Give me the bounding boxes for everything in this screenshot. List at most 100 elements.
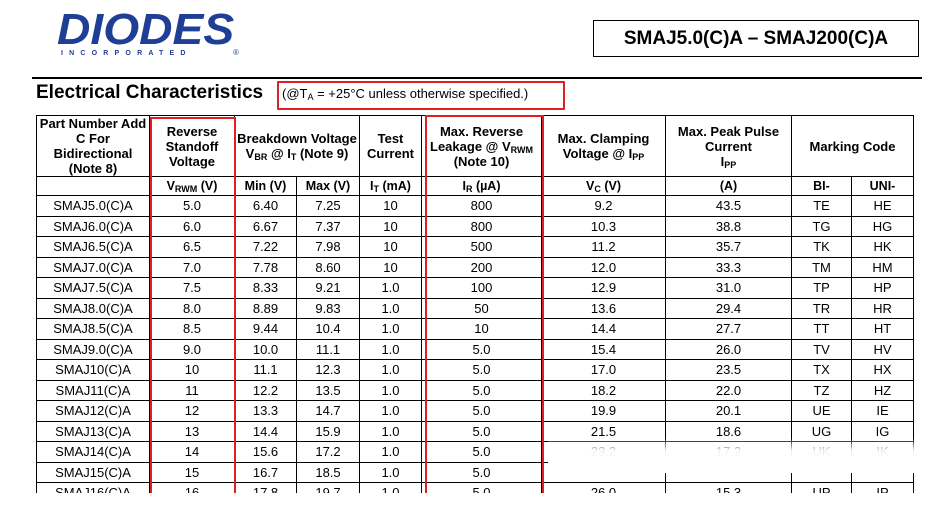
- vrwm-sub: RWM: [174, 183, 198, 194]
- cell-vc: 19.9: [541, 400, 666, 422]
- cell-part: SMAJ6.5(C)A: [36, 236, 150, 258]
- breakdown-note: (Note 9): [296, 146, 349, 161]
- vc-sym: V: [586, 178, 595, 193]
- cell-vc: 14.4: [541, 318, 666, 340]
- cell-min: 7.22: [234, 236, 297, 258]
- table-row: SMAJ5.0(C)A 5.0 6.40 7.25 10 800 9.2 43.5 TE HE: [36, 195, 914, 217]
- cell-part: SMAJ9.0(C)A: [36, 338, 150, 360]
- table-row: SMAJ9.0(C)A 9.0 10.0 11.1 1.0 5.0 15.4 26.0 TV HV: [36, 338, 914, 360]
- cell-ipp: 17.2: [665, 441, 792, 463]
- cell-part: SMAJ15(C)A: [36, 461, 150, 483]
- cell-part: SMAJ13(C)A: [36, 420, 150, 442]
- table-row: SMAJ12(C)A 12 13.3 14.7 1.0 5.0 19.9 20.1 UE IE: [36, 400, 914, 422]
- it-sub: T: [373, 183, 380, 194]
- leakage-header: Max. Reverse Leakage @ V: [430, 123, 524, 154]
- cell-max: 7.37: [296, 215, 360, 237]
- table-body: SMAJ5.0(C)A 5.0 6.40 7.25 10 800 9.2 43.5 TE HE SM…: [36, 195, 914, 504]
- cell-bi: UE: [791, 400, 852, 422]
- breakdown-v-sub: BR: [254, 152, 268, 162]
- cell-max: 8.60: [296, 256, 360, 278]
- cell-uni: HZ: [851, 379, 914, 401]
- bottom-crop: [0, 493, 942, 505]
- cell-it: 10: [359, 195, 422, 217]
- cell-vc: 23.2: [541, 441, 666, 463]
- unit-min: Min (V): [234, 176, 297, 196]
- cell-part: SMAJ6.0(C)A: [36, 215, 150, 237]
- table-row: SMAJ10(C)A 10 11.1 12.3 1.0 5.0 17.0 23.5 TX HX: [36, 359, 914, 381]
- cell-ir: 5.0: [421, 359, 542, 381]
- cell-max: 9.21: [296, 277, 360, 299]
- table-row: SMAJ11(C)A 11 12.2 13.5 1.0 5.0 18.2 22.0 TZ HZ: [36, 379, 914, 401]
- cell-ir: 10: [421, 318, 542, 340]
- part-number-note: (Note 8): [68, 161, 118, 176]
- cell-bi: TT: [791, 318, 852, 340]
- vrwm-sym: V: [166, 178, 175, 193]
- cell-bi: TX: [791, 359, 852, 381]
- col-clamping: Max. Clamping Voltage @ IPP: [541, 115, 666, 177]
- ir-sym: I: [462, 178, 466, 193]
- cell-vc: 12.0: [541, 256, 666, 278]
- cell-min: 13.3: [234, 400, 297, 422]
- electrical-characteristics-table: Part Number Add C For Bidirectional (Note…: [36, 115, 914, 504]
- cell-vrwm: 7.0: [149, 256, 235, 278]
- cell-bi: TM: [791, 256, 852, 278]
- section-title: Electrical Characteristics: [36, 82, 264, 103]
- unit-ir: IR (µA): [421, 176, 542, 196]
- cell-max: 17.2: [296, 441, 360, 463]
- table-row: SMAJ7.5(C)A 7.5 8.33 9.21 1.0 100 12.9 31.0 TP HP: [36, 277, 914, 299]
- cell-ipp: 26.0: [665, 338, 792, 360]
- cell-bi: TG: [791, 215, 852, 237]
- cell-part: SMAJ8.5(C)A: [36, 318, 150, 340]
- cell-bi: TZ: [791, 379, 852, 401]
- cell-min: 14.4: [234, 420, 297, 442]
- cell-max: 11.1: [296, 338, 360, 360]
- cell-uni: HX: [851, 359, 914, 381]
- cell-bi: TR: [791, 297, 852, 319]
- cell-vc: 17.0: [541, 359, 666, 381]
- cell-ipp: 35.7: [665, 236, 792, 258]
- cell-vrwm: 11: [149, 379, 235, 401]
- cell-uni: HP: [851, 277, 914, 299]
- test-current-header: Test Current: [367, 131, 414, 161]
- condition-highlight-frame: [277, 81, 565, 110]
- diodes-logo: DIODES INCORPORATED ®: [57, 5, 242, 60]
- cell-vc: 10.3: [541, 215, 666, 237]
- cell-it: 10: [359, 215, 422, 237]
- cell-uni: HR: [851, 297, 914, 319]
- cell-part: SMAJ8.0(C)A: [36, 297, 150, 319]
- cell-min: 6.40: [234, 195, 297, 217]
- cell-vc: 18.2: [541, 379, 666, 401]
- logo-wordmark: DIODES: [57, 5, 235, 54]
- cell-vrwm: 5.0: [149, 195, 235, 217]
- cell-vrwm: 15: [149, 461, 235, 483]
- peak-header: Max. Peak Pulse Current: [677, 123, 780, 154]
- cell-ipp: 23.5: [665, 359, 792, 381]
- cell-ipp: 43.5: [665, 195, 792, 217]
- col-leakage: Max. Reverse Leakage @ VRWM (Note 10): [421, 115, 542, 177]
- cell-bi: UG: [791, 420, 852, 442]
- table-row: SMAJ7.0(C)A 7.0 7.78 8.60 10 200 12.0 33.3 TM HM: [36, 256, 914, 278]
- cell-vrwm: 12: [149, 400, 235, 422]
- leakage-note: (Note 10): [453, 153, 510, 169]
- condition-sub: A: [307, 92, 314, 102]
- cell-vrwm: 10: [149, 359, 235, 381]
- cell-ir: 5.0: [421, 379, 542, 401]
- cell-max: 7.25: [296, 195, 360, 217]
- cell-ipp: 31.0: [665, 277, 792, 299]
- cell-min: 10.0: [234, 338, 297, 360]
- leakage-sub: RWM: [510, 144, 533, 155]
- cell-vrwm: 6.0: [149, 215, 235, 237]
- vc-unit: (V): [600, 178, 621, 193]
- cell-ir: 100: [421, 277, 542, 299]
- cell-ir: 50: [421, 297, 542, 319]
- vc-sub: C: [594, 183, 601, 194]
- cell-ir: 800: [421, 195, 542, 217]
- cell-it: 1.0: [359, 420, 422, 442]
- cell-it: 1.0: [359, 359, 422, 381]
- cell-vrwm: 8.0: [149, 297, 235, 319]
- cell-vc: 21.5: [541, 420, 666, 442]
- cell-bi: UK: [791, 441, 852, 463]
- unit-vc: VC (V): [541, 176, 666, 196]
- cell-uni: IK: [851, 441, 914, 463]
- unit-it: IT (mA): [359, 176, 422, 196]
